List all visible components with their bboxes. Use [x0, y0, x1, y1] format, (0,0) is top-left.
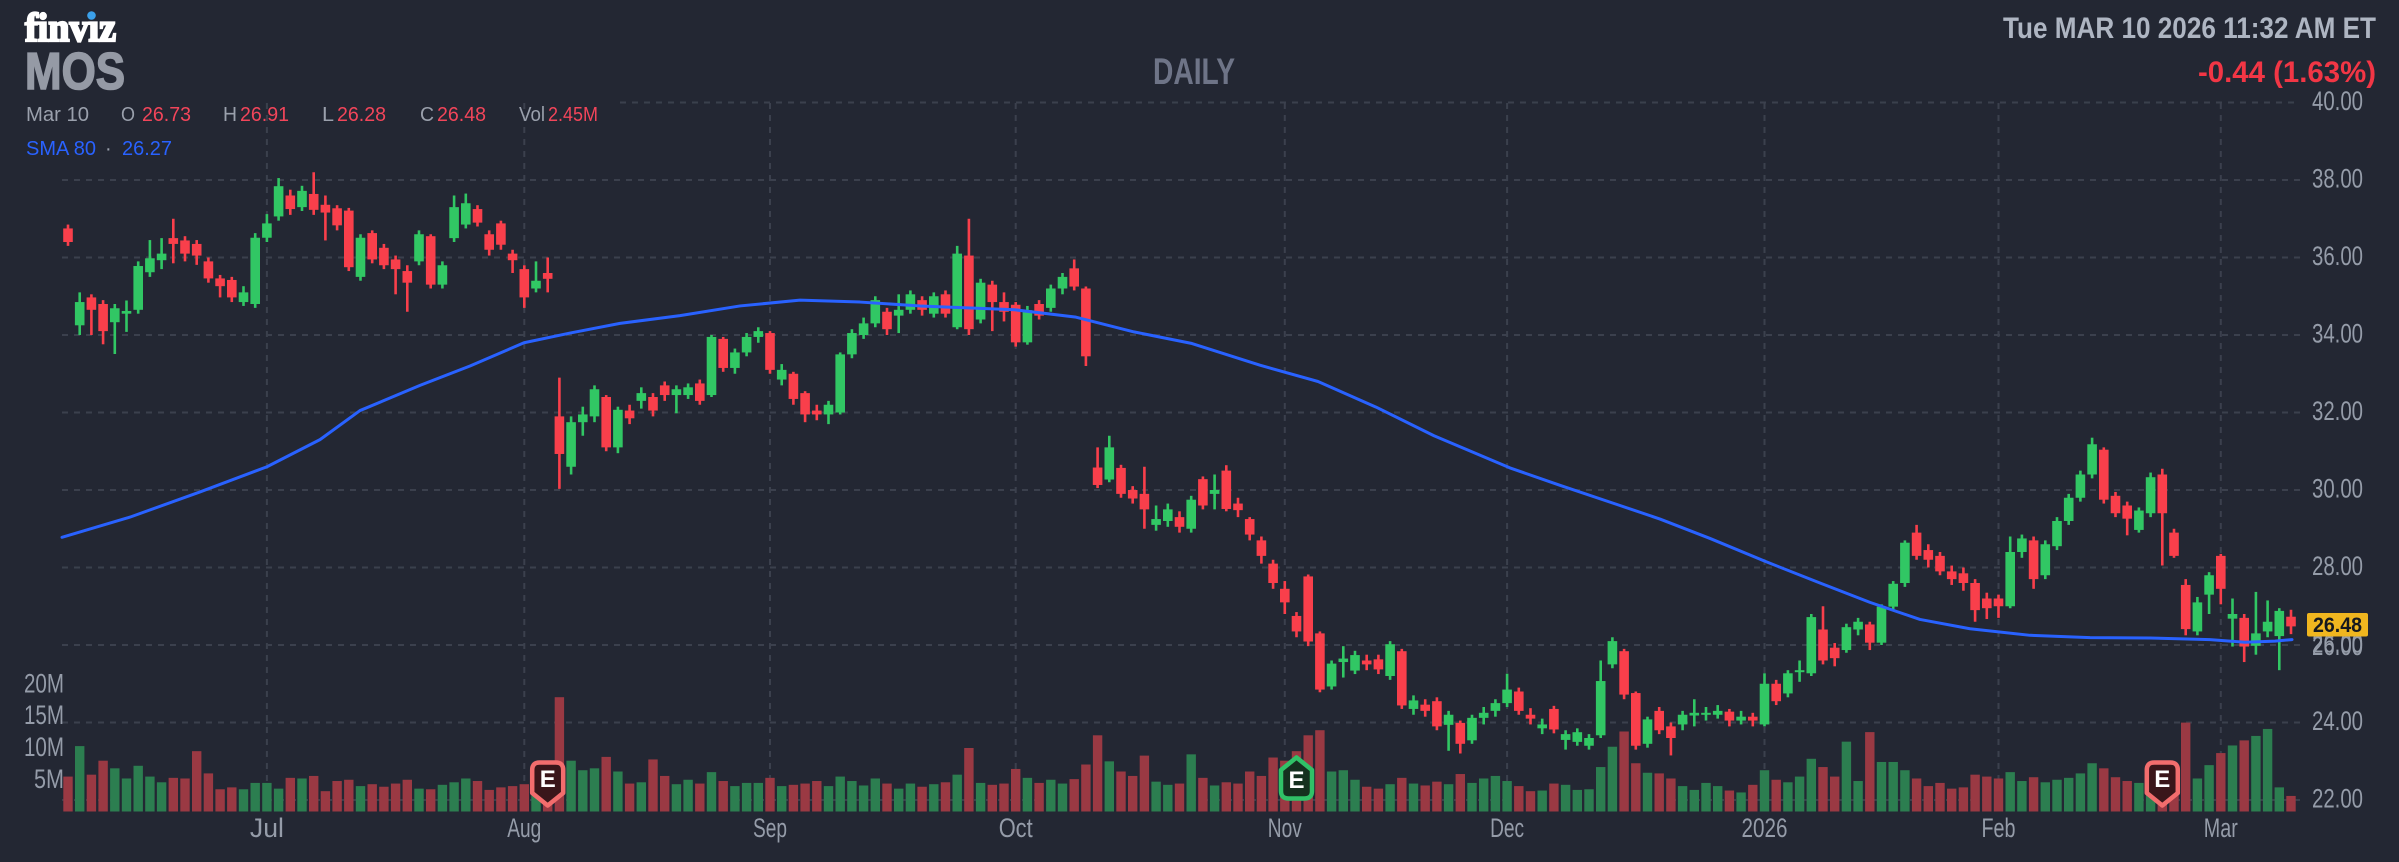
svg-text:32.00: 32.00: [2312, 396, 2363, 426]
svg-text:26.91: 26.91: [240, 104, 289, 126]
svg-text:26.28: 26.28: [337, 104, 386, 126]
svg-text:5M: 5M: [34, 764, 64, 794]
svg-text:2026: 2026: [1742, 813, 1788, 843]
svg-text:Vol: Vol: [519, 104, 545, 126]
svg-text:26.73: 26.73: [142, 104, 191, 126]
svg-text:E: E: [540, 766, 556, 793]
svg-text:15M: 15M: [24, 700, 64, 730]
svg-text:C: C: [420, 104, 434, 126]
svg-text:-0.44 (1.63%): -0.44 (1.63%): [2198, 56, 2376, 89]
svg-text:finvız: finvız: [25, 5, 116, 50]
svg-text:40.00: 40.00: [2312, 86, 2363, 116]
svg-text:Feb: Feb: [1982, 813, 2016, 843]
svg-text:MOS: MOS: [25, 43, 125, 101]
svg-text:DAILY: DAILY: [1153, 51, 1235, 92]
svg-text:34.00: 34.00: [2312, 319, 2363, 349]
svg-text:Jul: Jul: [250, 813, 284, 843]
svg-text:SMA 80: SMA 80: [26, 138, 96, 160]
svg-text:36.00: 36.00: [2312, 241, 2363, 271]
svg-text:Oct: Oct: [999, 813, 1033, 843]
svg-text:Sep: Sep: [753, 813, 787, 843]
svg-text:10M: 10M: [24, 732, 64, 762]
svg-text:38.00: 38.00: [2312, 164, 2363, 194]
svg-text:Dec: Dec: [1490, 813, 1524, 843]
svg-text:22.00: 22.00: [2312, 784, 2363, 814]
svg-text:26.27: 26.27: [122, 138, 172, 160]
svg-text:Mar 10: Mar 10: [26, 104, 89, 126]
svg-text:·: ·: [105, 138, 112, 160]
svg-text:Tue MAR 10 2026 11:32 AM ET: Tue MAR 10 2026 11:32 AM ET: [2003, 12, 2376, 45]
svg-text:28.00: 28.00: [2312, 551, 2363, 581]
svg-text:30.00: 30.00: [2312, 474, 2363, 504]
svg-text:Mar: Mar: [2204, 813, 2238, 843]
svg-text:O: O: [121, 104, 135, 126]
svg-text:E: E: [2154, 766, 2170, 793]
svg-text:20M: 20M: [24, 669, 64, 699]
svg-text:E: E: [1288, 767, 1304, 794]
svg-text:L: L: [322, 104, 334, 126]
svg-text:26.48: 26.48: [437, 104, 486, 126]
svg-text:Nov: Nov: [1268, 813, 1302, 843]
svg-text:H: H: [223, 104, 237, 126]
svg-text:2.45M: 2.45M: [548, 104, 598, 126]
svg-text:24.00: 24.00: [2312, 706, 2363, 736]
svg-text:Aug: Aug: [507, 813, 541, 843]
svg-text:26.48: 26.48: [2313, 614, 2362, 637]
